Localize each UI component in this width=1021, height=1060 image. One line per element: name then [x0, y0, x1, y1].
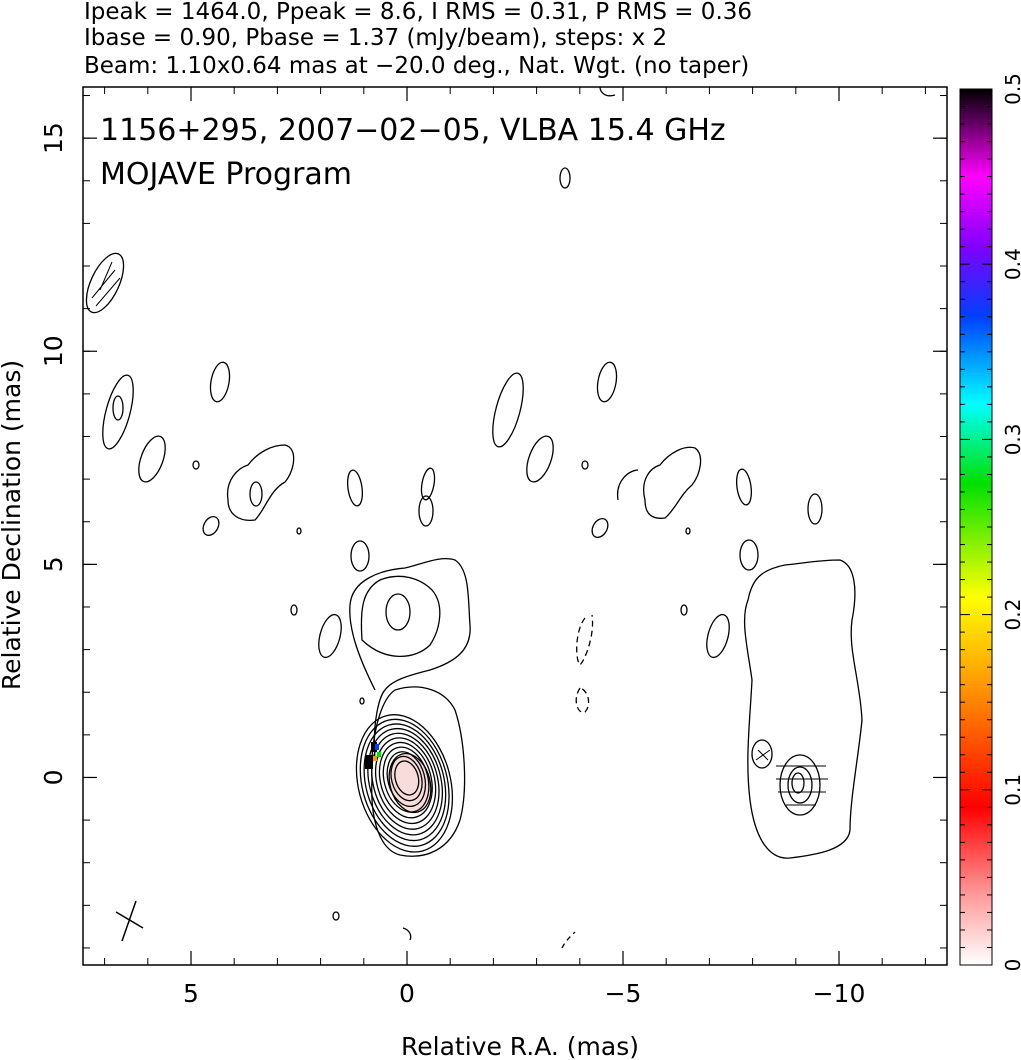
ne-blob-4	[192, 460, 200, 470]
pol-blob-12	[685, 527, 691, 535]
y-tick-label: 10	[39, 335, 68, 367]
pol-blob-10	[706, 613, 730, 659]
pol-outer-contour	[743, 559, 863, 859]
jet-contour-2	[349, 558, 471, 761]
x-tick-label: −5	[605, 979, 642, 1008]
colorbar-tick-label: 0	[1001, 959, 1021, 972]
neg-contour-3	[561, 931, 576, 949]
jet-blob-5	[418, 495, 434, 527]
neg-contour-2	[575, 687, 590, 713]
colorbar-tick-label: 0.1	[1001, 774, 1021, 806]
colorbar-tick-label: 0.4	[1001, 248, 1021, 280]
pol-inner-contour-2	[787, 766, 813, 804]
pol-side-blob	[751, 739, 773, 769]
pol-blob-11	[680, 604, 688, 616]
jet-blob-9	[359, 697, 365, 705]
ne-blob-7	[112, 395, 124, 421]
header-line-2: Ibase = 0.90, Pbase = 1.37 (mJy/beam), s…	[84, 25, 668, 51]
jet-blob-7	[290, 604, 298, 616]
pol-blob-2	[591, 518, 609, 538]
pol-blob-6	[596, 361, 618, 403]
x-tick-label: −10	[813, 979, 866, 1008]
colorbar	[959, 88, 993, 966]
core-contour-ring	[386, 751, 427, 808]
ne-blob-5	[138, 435, 166, 483]
pol-blob-5	[492, 372, 524, 448]
jet-blob-8	[296, 527, 302, 535]
ne-blob-1	[226, 444, 295, 521]
neg-contour-1	[576, 614, 594, 666]
jet-blob-2	[350, 540, 370, 572]
x-ticks: 5 0 −5 −10	[104, 87, 926, 1008]
pol-blob-1b	[617, 469, 639, 501]
y-ticks: 0 5 10 15	[39, 95, 947, 949]
colorbar-tick-label: 0.5	[1001, 73, 1021, 105]
core-contour-ring	[390, 755, 423, 802]
jet-blob-3	[346, 469, 364, 507]
pol-blob-9	[739, 539, 759, 571]
jet-blob-4	[420, 467, 436, 501]
jet-blob-10	[332, 911, 340, 921]
pol-blob-7	[735, 468, 753, 506]
colorbar-ticks: 0 0.1 0.2 0.3 0.4 0.5	[960, 73, 1021, 971]
header-line-3: Beam: 1.10x0.64 mas at −20.0 deg., Nat. …	[84, 53, 750, 79]
core-contour-ring	[394, 760, 420, 796]
ne-blob-2	[249, 481, 263, 507]
core-contour-ring	[371, 732, 440, 830]
ne-blob-8	[209, 361, 231, 403]
pol-vectors	[755, 749, 828, 806]
pol-blob-8	[807, 493, 823, 525]
y-tick-label: 0	[39, 770, 68, 786]
ne-blob-3	[202, 516, 220, 536]
y-tick-label: 15	[39, 122, 68, 154]
core-contour-ring	[355, 714, 454, 853]
core-peak-fill	[388, 752, 432, 814]
plot-subtitle: MOJAVE Program	[100, 157, 352, 192]
jet-blob-11	[402, 927, 412, 941]
colorbar-tick-label: 0.3	[1001, 423, 1021, 455]
core-contours	[355, 714, 454, 853]
x-axis-label: Relative R.A. (mas)	[401, 1032, 639, 1060]
pol-inner-contour-3	[791, 772, 805, 794]
x-tick-label: 0	[399, 979, 415, 1008]
jet-contour-1	[371, 686, 466, 857]
ne-blob-9	[85, 252, 125, 314]
ne-blob-9-hatch	[91, 261, 121, 307]
plot-title: 1156+295, 2007−02−05, VLBA 15.4 GHz	[100, 113, 726, 148]
header-line-1: Ipeak = 1464.0, Ppeak = 8.6, I RMS = 0.3…	[84, 0, 753, 25]
pol-inner-contour-1	[779, 754, 821, 816]
pol-blob-4	[526, 435, 554, 483]
jet-contour-3	[360, 575, 441, 658]
pol-blob-3	[581, 460, 589, 470]
ne-blob-10	[559, 167, 571, 189]
jet-blob-1	[385, 593, 411, 631]
x-tick-label: 5	[183, 979, 199, 1008]
pol-blob-1	[643, 446, 702, 519]
contour-layer	[85, 87, 863, 949]
core-contour-ring	[367, 727, 443, 836]
pol-color-pixels	[365, 742, 381, 769]
y-tick-label: 5	[39, 556, 68, 572]
beam-marker	[115, 900, 144, 942]
core-contour-ring	[374, 737, 437, 825]
core-contour-ring	[382, 746, 430, 813]
core-contour-ring	[363, 723, 447, 842]
core-contour-ring	[378, 741, 433, 819]
top-blob	[599, 87, 616, 97]
y-axis-label: Relative Declination (mas)	[0, 360, 26, 690]
plot-frame	[82, 86, 948, 966]
jet-blob-6	[318, 613, 342, 659]
colorbar-tick-label: 0.2	[1001, 599, 1021, 631]
core-contour-ring	[359, 718, 450, 847]
ne-blob-6	[102, 374, 134, 450]
